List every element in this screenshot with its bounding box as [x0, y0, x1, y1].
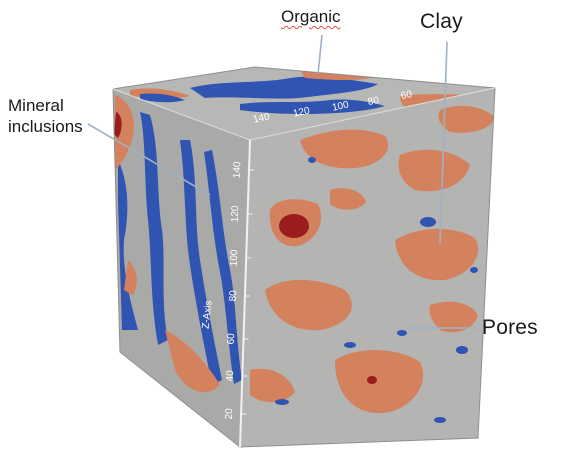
cube-edges — [112, 66, 496, 448]
organic-streak — [180, 140, 222, 385]
cube — [112, 66, 496, 448]
z-tick-label: 60 — [226, 333, 237, 345]
organic-streak — [118, 160, 138, 330]
z-tick-label: 80 — [228, 290, 239, 302]
top-axis: 140 120 100 80 60 — [252, 89, 413, 126]
organic-leader — [317, 34, 323, 75]
top-tick-label: 100 — [331, 99, 350, 113]
organic-patch — [275, 399, 289, 405]
top-tick-label: 80 — [367, 95, 381, 108]
pore — [114, 112, 122, 138]
clay-region — [335, 350, 424, 414]
z-tick-label: 140 — [232, 161, 244, 178]
organic-patch — [420, 217, 436, 227]
top-tick-label: 140 — [252, 111, 271, 125]
organic-patch — [344, 342, 356, 348]
organic-band — [140, 93, 185, 103]
organic-band — [240, 99, 385, 114]
clay-region — [114, 95, 135, 170]
z-tick-label: 120 — [230, 205, 242, 222]
z-tick-label: 100 — [229, 249, 241, 266]
clay-label: Clay — [420, 10, 463, 33]
z-tick-label: 40 — [225, 370, 236, 382]
z-axis-tick-marks — [241, 169, 255, 415]
top-tick-label: 60 — [400, 89, 414, 102]
clay-region — [265, 279, 352, 331]
clay-region — [250, 368, 295, 403]
pore — [367, 376, 377, 384]
organic-patch — [470, 267, 478, 273]
clay-region — [124, 260, 137, 295]
clay-region — [165, 330, 220, 393]
organic-patch — [308, 157, 316, 163]
pore — [279, 214, 309, 238]
organic-patch — [434, 417, 446, 423]
z-axis-title: Z-Axis — [201, 300, 215, 329]
clay-region — [300, 129, 389, 169]
clay-leader — [439, 41, 448, 245]
mineral-leader — [87, 123, 211, 196]
organic-streak — [140, 112, 168, 345]
clay-region — [438, 105, 495, 133]
clay-region — [330, 188, 366, 210]
pores-label: Pores — [482, 316, 538, 339]
organic-streak — [204, 150, 242, 384]
clay-region — [398, 149, 470, 192]
organic-patch — [397, 330, 407, 336]
z-axis: 20 40 60 80 100 120 140 Z-Axis — [201, 161, 255, 420]
left-face-texture — [114, 95, 242, 393]
organic-label: Organic — [281, 7, 341, 26]
front-face-texture — [250, 105, 495, 423]
leader-lines — [87, 34, 479, 329]
z-axis-line — [239, 139, 251, 448]
organic-band — [190, 76, 378, 99]
clay-region — [429, 301, 478, 333]
mineral-inclusions-label: Mineral inclusions — [8, 96, 83, 136]
top-tick-label: 120 — [292, 105, 311, 119]
z-tick-label: 20 — [224, 408, 235, 420]
organic-patch — [456, 346, 468, 354]
clay-region — [395, 228, 479, 281]
